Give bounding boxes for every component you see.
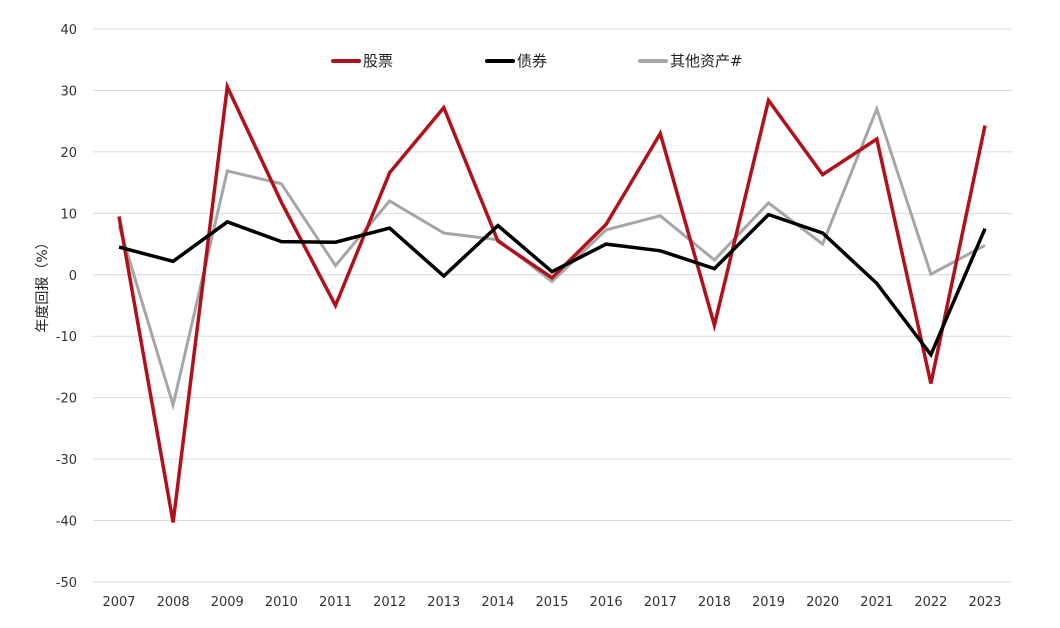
y-axis-label: 年度回报（%） [35, 235, 51, 332]
x-tick-label: 2008 [157, 595, 190, 610]
x-tick-label: 2016 [590, 595, 623, 610]
legend-item: 股票 [331, 52, 393, 70]
series-line-2 [117, 104, 986, 411]
series-line-1 [118, 212, 987, 359]
series-lines [117, 80, 987, 523]
y-tick-label: 40 [60, 23, 77, 38]
legend-label: 债券 [517, 52, 547, 70]
y-tick-label: -30 [56, 453, 77, 468]
y-tick-label: -50 [56, 576, 77, 591]
legend-label: 股票 [363, 52, 393, 70]
x-axis-ticks: 2007 2008 2009 2010 2011 2012 2013 2014 2015 2016… [102, 595, 1001, 610]
x-tick-label: 2017 [644, 595, 677, 610]
x-tick-label: 2007 [102, 595, 135, 610]
legend: 股票 债券 其他资产# [331, 52, 743, 70]
x-tick-label: 2019 [752, 595, 785, 610]
legend-item: 债券 [485, 52, 547, 70]
x-tick-label: 2023 [968, 595, 1001, 610]
y-tick-label: 0 [69, 269, 77, 284]
y-tick-label: -40 [56, 515, 77, 530]
x-tick-label: 2013 [427, 595, 460, 610]
x-tick-label: 2021 [860, 595, 893, 610]
x-tick-label: 2020 [806, 595, 839, 610]
y-tick-label: -10 [56, 330, 77, 345]
legend-item: 其他资产# [638, 52, 743, 70]
x-tick-label: 2010 [265, 595, 298, 610]
x-tick-label: 2009 [211, 595, 244, 610]
y-axis-ticks: 40 30 20 10 0 -10 -20 -30 -40 -50 [56, 23, 77, 591]
y-tick-label: -20 [56, 392, 77, 407]
y-tick-label: 10 [60, 207, 77, 222]
x-tick-label: 2022 [914, 595, 947, 610]
x-tick-label: 2011 [319, 595, 352, 610]
x-tick-label: 2012 [373, 595, 406, 610]
x-tick-label: 2015 [535, 595, 568, 610]
legend-label: 其他资产# [670, 52, 743, 70]
y-tick-label: 30 [60, 84, 77, 99]
series-line-0 [117, 80, 987, 523]
x-tick-label: 2014 [481, 595, 514, 610]
y-tick-label: 20 [60, 146, 77, 161]
x-tick-label: 2018 [698, 595, 731, 610]
grid-lines [93, 28, 1012, 583]
